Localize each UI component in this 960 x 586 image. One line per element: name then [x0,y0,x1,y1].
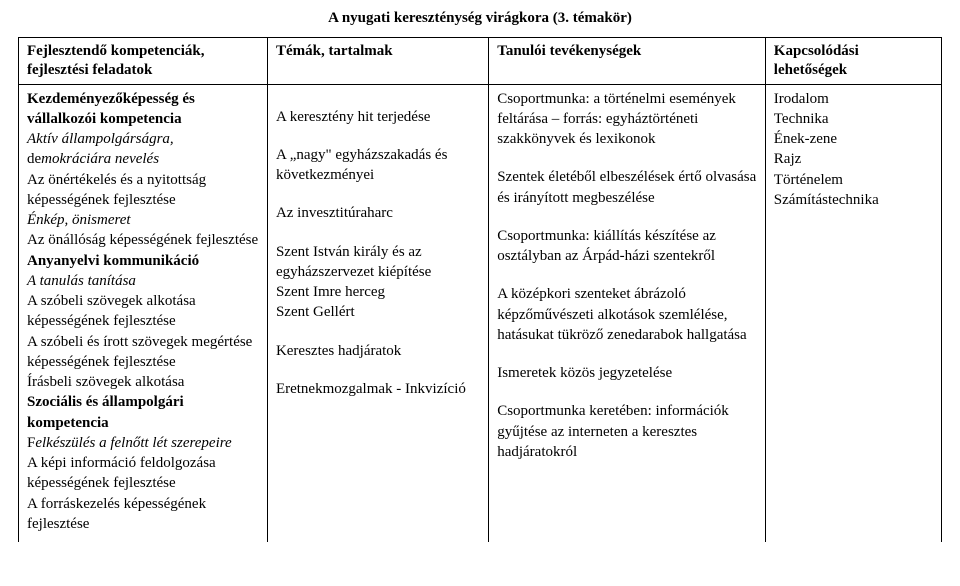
header-col4-line1: Kapcsolódási [774,43,859,59]
comp-line-2b-text: mokráciára nevelés [41,151,159,167]
comp-line-12-text: elkészülés a felnőtt lét szerepeire [35,435,231,451]
activity-5: Ismeretek közös jegyzetelése [497,363,757,383]
topic-5: Keresztes hadjáratok [276,341,480,361]
header-col3: Tanulói tevékenységek [489,38,766,84]
topic-4a: Szent István király és az egyházszerveze… [276,242,480,283]
comp-line-9: A szóbeli és írott szövegek megértése ké… [27,332,259,373]
comp-line-3: Az önértékelés és a nyitottság képességé… [27,170,259,211]
table-body: Kezdeményezőképesség és vállalkozói komp… [18,84,942,543]
comp-line-10: Írásbeli szövegek alkotása [27,372,259,392]
table-header-row: Fejlesztendő kompetenciák, fejlesztési f… [18,37,942,84]
activity-3: Csoportmunka: kiállítás készítése az osz… [497,226,757,267]
comp-line-8: A szóbeli szövegek alkotása képességének… [27,291,259,332]
column-competencies: Kezdeményezőképesség és vállalkozói komp… [19,85,268,543]
comp-line-1: Kezdeményezőképesség és vállalkozói komp… [27,89,259,130]
topic-1: A keresztény hit terjedése [276,107,480,127]
header-col4: Kapcsolódási lehetőségek [766,38,941,84]
comp-line-2b: demokráciára nevelés [27,149,259,169]
link-4: Rajz [774,149,933,169]
comp-line-6: Anyanyelvi kommunikáció [27,251,259,271]
comp-line-11: Szociális és állampolgári kompetencia [27,392,259,433]
comp-line-2a: Aktív állampolgárságra, [27,129,259,149]
activity-6: Csoportmunka keretében: információk gyűj… [497,401,757,462]
comp-line-2a-text: Aktív állampolgárságra, [27,131,174,147]
column-topics: A keresztény hit terjedése A „nagy" egyh… [268,85,489,543]
comp-line-5: Az önállóság képességének fejlesztése [27,230,259,250]
link-6: Számítástechnika [774,190,933,210]
topic-3: Az invesztitúraharc [276,203,480,223]
comp-line-7: A tanulás tanítása [27,271,259,291]
header-col4-line2: lehetőségek [774,62,847,78]
topic-4c: Szent Gellért [276,302,480,322]
comp-line-4: Énkép, önismeret [27,210,259,230]
activity-4: A középkori szenteket ábrázoló képzőművé… [497,284,757,345]
topic-2: A „nagy" egyházszakadás és következménye… [276,145,480,186]
topic-6: Eretnekmozgalmak - Inkvizíció [276,379,480,399]
comp-line-2b-pre: de [27,151,41,167]
page-title: A nyugati kereszténység virágkora (3. té… [18,10,942,27]
activity-1: Csoportmunka: a történelmi események fel… [497,89,757,150]
comp-line-14: A forráskezelés képességének fejlesztése [27,494,259,535]
column-links: Irodalom Technika Ének-zene Rajz Történe… [766,85,941,543]
column-activities: Csoportmunka: a történelmi események fel… [489,85,766,543]
comp-line-13: A képi információ feldolgozása képességé… [27,453,259,494]
comp-line-12: Felkészülés a felnőtt lét szerepeire [27,433,259,453]
topic-4b: Szent Imre herceg [276,282,480,302]
link-1: Irodalom [774,89,933,109]
link-3: Ének-zene [774,129,933,149]
link-5: Történelem [774,170,933,190]
header-col1: Fejlesztendő kompetenciák, fejlesztési f… [19,38,268,84]
link-2: Technika [774,109,933,129]
activity-2: Szentek életéből elbeszélések értő olvas… [497,167,757,208]
header-col2: Témák, tartalmak [268,38,489,84]
